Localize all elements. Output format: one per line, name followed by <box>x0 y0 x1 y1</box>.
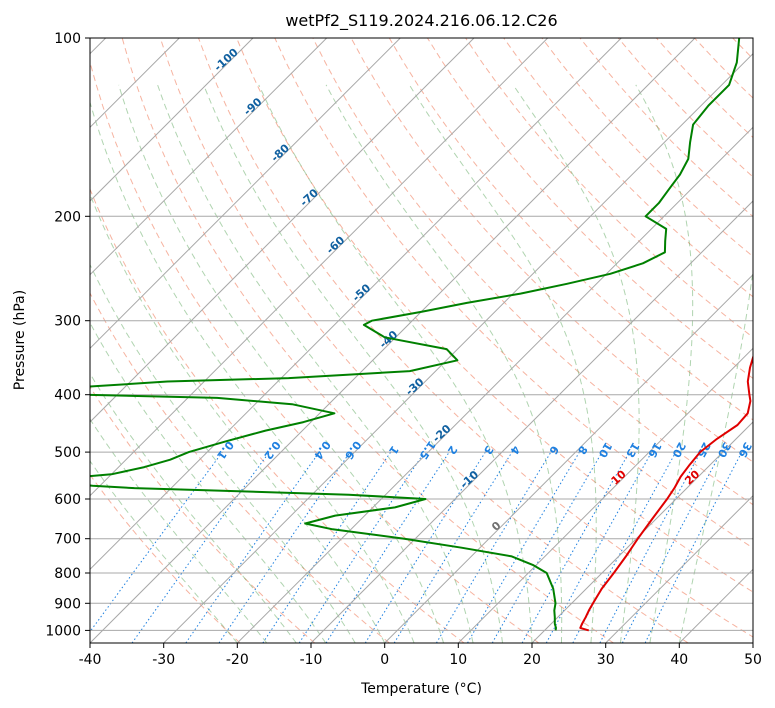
isotherm-line <box>90 38 696 643</box>
mixing-ratio-line <box>325 451 450 643</box>
chart-title: wetPf2_S119.2024.216.06.12.C26 <box>285 11 557 31</box>
moist-adiabat <box>325 84 563 643</box>
mixing-ratio-line <box>90 451 223 633</box>
y-tick-label: 500 <box>54 445 81 461</box>
dry-adiabat <box>159 38 689 643</box>
y-tick-label: 1000 <box>45 623 81 639</box>
moist-adiabat <box>635 84 694 643</box>
isotherm-line <box>163 52 753 643</box>
isotherm-line <box>90 38 622 571</box>
y-tick-label: 200 <box>54 209 81 225</box>
dry-adiabat <box>90 385 316 643</box>
plot-frame <box>89 37 754 644</box>
dry-adiabat <box>388 38 753 421</box>
moist-adiabat <box>90 418 268 643</box>
dry-adiabat <box>426 38 753 379</box>
y-tick-label: 700 <box>54 532 81 548</box>
moist-adiabat <box>258 84 533 643</box>
isotherm-line <box>90 38 328 276</box>
background-lines <box>90 38 753 643</box>
mixing-ratio-line <box>131 451 270 643</box>
pressure-gridlines <box>90 38 753 631</box>
mixing-ratio-line <box>298 451 425 643</box>
x-tick-label: 30 <box>597 652 615 668</box>
moist-adiabat <box>90 263 356 643</box>
x-tick-label: 20 <box>523 652 541 668</box>
y-tick-label: 800 <box>54 566 81 582</box>
x-tick-label: 50 <box>744 652 762 668</box>
x-axis-label: Temperature (°C) <box>360 681 482 697</box>
y-tick-label: 400 <box>54 388 81 404</box>
x-tick-label: 10 <box>449 652 467 668</box>
mixing-ratio-line <box>521 451 630 643</box>
mixing-ratio-line <box>185 451 320 643</box>
isotherm-line <box>90 38 401 350</box>
moist-adiabat <box>90 372 297 643</box>
isotherm-line <box>531 421 753 643</box>
profile-lines <box>90 38 753 632</box>
isotherm-line <box>384 273 753 643</box>
mixing-ratio-line <box>572 451 677 643</box>
dry-adiabat <box>350 38 753 463</box>
moist-adiabat <box>512 84 640 643</box>
mixing-ratio-line <box>393 451 513 643</box>
moist-adiabat <box>90 460 238 643</box>
x-tick-label: -40 <box>79 652 102 668</box>
y-tick-label: 900 <box>54 596 81 612</box>
moist-adiabat <box>157 84 474 643</box>
isotherm-line <box>90 38 254 202</box>
moist-adiabat <box>203 84 503 643</box>
dry-adiabat <box>121 38 614 643</box>
isotherm-line <box>90 38 475 423</box>
y-tick-label: 100 <box>54 31 81 47</box>
temperature-line <box>579 354 753 632</box>
y-tick-label: 600 <box>54 492 81 508</box>
dry-adiabat <box>90 473 241 643</box>
dry-adiabat <box>503 38 753 298</box>
x-tick-label: -30 <box>152 652 175 668</box>
dry-adiabat <box>90 60 540 643</box>
dry-adiabat <box>274 38 753 549</box>
isotherm-line <box>236 126 753 643</box>
x-tick-label: -10 <box>300 652 323 668</box>
dry-adiabat <box>90 187 465 643</box>
x-tick-label: -20 <box>226 652 249 668</box>
isotherm-line <box>457 347 753 643</box>
moist-adiabat <box>118 84 445 643</box>
mixing-ratio-line <box>545 451 653 643</box>
x-tick-label: 0 <box>380 652 389 668</box>
dry-adiabat <box>236 38 753 593</box>
moist-adiabat <box>90 100 415 643</box>
dry-adiabat <box>312 38 753 506</box>
x-tick-label: 40 <box>670 652 688 668</box>
mixing-ratio-line <box>218 451 351 643</box>
y-tick-label: 300 <box>54 314 81 330</box>
moist-adiabat <box>678 84 753 643</box>
isotherm-line <box>605 494 753 643</box>
isotherm-line <box>90 38 549 497</box>
moist-adiabat <box>90 321 327 643</box>
isotherm-line <box>310 200 753 643</box>
y-axis-label: Pressure (hPa) <box>12 290 28 390</box>
dewpoint-line <box>90 38 741 631</box>
axes: -40 -30 -20 -10 0 10 20 30 40 50 1000 900 800 700 600 5… <box>45 31 762 668</box>
mixing-ratio-line <box>644 451 743 643</box>
dry-adiabat <box>90 292 390 643</box>
dry-adiabat <box>465 38 753 339</box>
